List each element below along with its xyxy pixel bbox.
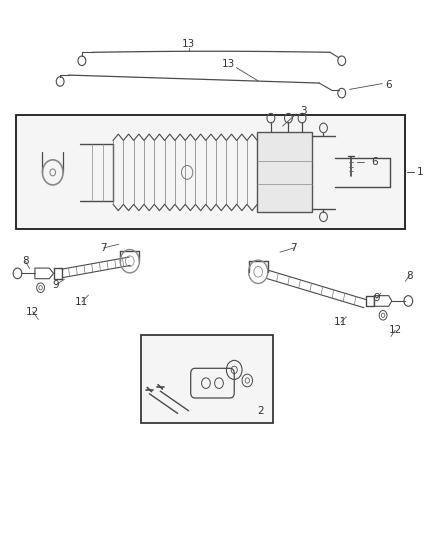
Text: 6: 6 xyxy=(385,79,392,90)
Text: 2: 2 xyxy=(257,406,264,416)
Text: 9: 9 xyxy=(373,293,380,303)
Text: 7: 7 xyxy=(290,243,297,253)
Text: 6: 6 xyxy=(371,157,378,167)
Text: 12: 12 xyxy=(389,325,402,335)
Text: 13: 13 xyxy=(222,60,235,69)
Text: 8: 8 xyxy=(406,271,413,280)
Text: 13: 13 xyxy=(182,39,195,50)
Bar xyxy=(257,133,312,212)
Bar xyxy=(141,335,273,423)
Text: 8: 8 xyxy=(22,256,28,266)
Text: 12: 12 xyxy=(26,306,39,317)
Text: 9: 9 xyxy=(53,280,59,290)
Text: 7: 7 xyxy=(100,243,107,253)
Text: 11: 11 xyxy=(334,317,347,327)
Text: 1: 1 xyxy=(417,167,424,177)
Bar xyxy=(16,115,405,229)
Text: 11: 11 xyxy=(75,297,88,307)
Text: 3: 3 xyxy=(300,106,307,116)
